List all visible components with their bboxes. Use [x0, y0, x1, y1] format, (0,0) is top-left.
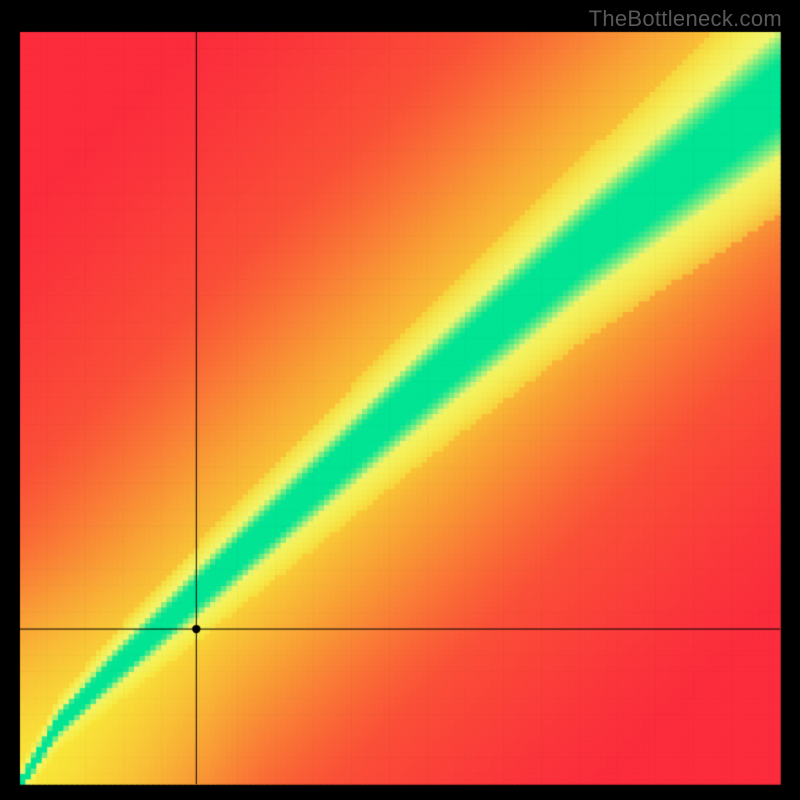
chart-container: TheBottleneck.com	[0, 0, 800, 800]
watermark-label: TheBottleneck.com	[589, 6, 782, 32]
heatmap-canvas	[0, 0, 800, 800]
